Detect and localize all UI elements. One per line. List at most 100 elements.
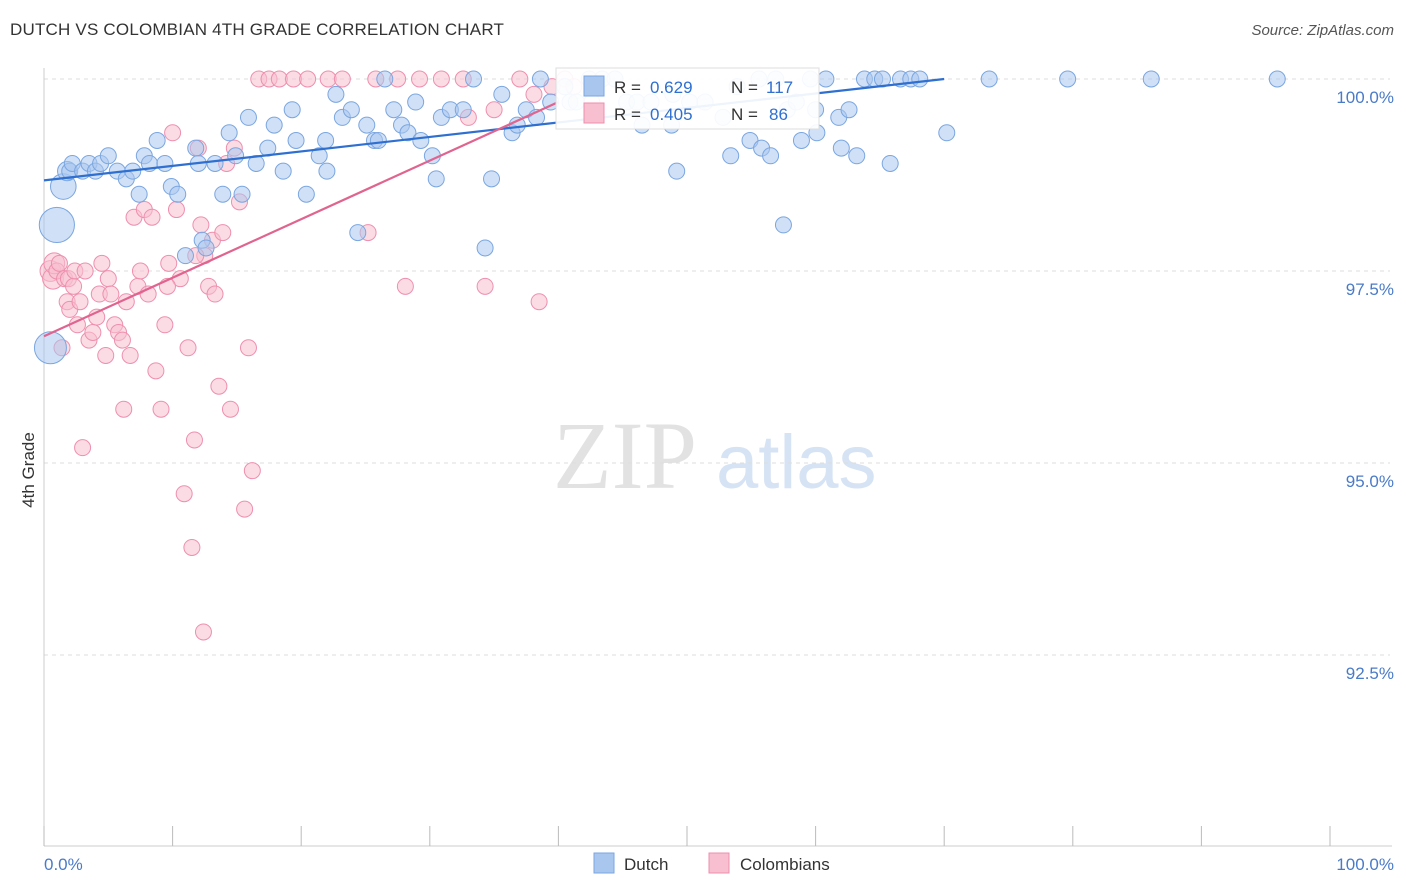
point-colombians <box>284 70 302 88</box>
point-colombians <box>175 485 193 503</box>
point-dutch <box>508 116 526 134</box>
point-dutch <box>385 101 403 119</box>
stats-n-dutch: 117 <box>766 78 793 97</box>
point-dutch <box>483 170 501 188</box>
point-colombians <box>411 70 429 88</box>
trend-line-colombians <box>43 101 559 338</box>
point-colombians <box>147 362 165 380</box>
point-colombians <box>179 339 197 357</box>
point-colombians <box>160 254 178 272</box>
point-dutch <box>1142 70 1160 88</box>
point-dutch <box>881 154 899 172</box>
x-tick-label: 100.0% <box>1336 855 1394 874</box>
point-dutch <box>980 70 998 88</box>
point-dutch <box>1268 70 1286 88</box>
point-dutch <box>227 147 245 165</box>
point-colombians <box>299 70 317 88</box>
point-colombians <box>485 101 503 119</box>
legend-label-colombians: Colombians <box>740 855 830 874</box>
point-colombians <box>152 400 170 418</box>
point-colombians <box>185 431 203 449</box>
point-colombians <box>206 285 224 303</box>
point-colombians <box>99 270 117 288</box>
point-dutch <box>148 131 166 149</box>
chart-source: Source: ZipAtlas.com <box>1251 22 1394 39</box>
point-dutch <box>476 239 494 257</box>
y-tick-label: 95.0% <box>1346 472 1394 491</box>
point-colombians <box>183 538 201 556</box>
point-dutch <box>407 93 425 111</box>
point-dutch <box>317 131 335 149</box>
point-dutch <box>214 185 232 203</box>
point-dutch <box>327 85 345 103</box>
point-dutch <box>817 70 835 88</box>
point-colombians <box>239 339 257 357</box>
point-colombians <box>221 400 239 418</box>
y-tick-labels: 100.0% 97.5% 95.0% 92.5% <box>1336 88 1394 683</box>
point-colombians <box>432 70 450 88</box>
series-colombians <box>39 70 601 641</box>
point-colombians <box>74 439 92 457</box>
stats-box: R = 0.629 N = 117 R = 0.405 N = 86 <box>555 67 820 130</box>
axes <box>43 68 1392 847</box>
stats-swatch-colombians <box>583 102 605 124</box>
chart-title: DUTCH VS COLOMBIAN 4TH GRADE CORRELATION… <box>10 20 505 39</box>
point-dutch <box>33 331 67 365</box>
point-colombians <box>333 70 351 88</box>
point-dutch <box>376 70 394 88</box>
point-dutch <box>169 185 187 203</box>
points-layer <box>33 70 1286 641</box>
point-colombians <box>476 277 494 295</box>
point-colombians <box>396 277 414 295</box>
point-colombians <box>131 262 149 280</box>
point-colombians <box>270 70 288 88</box>
point-dutch <box>938 124 956 142</box>
point-colombians <box>319 70 337 88</box>
point-colombians <box>525 85 543 103</box>
x-tick-label: 0.0% <box>44 855 83 874</box>
y-tick-label: 97.5% <box>1346 280 1394 299</box>
point-colombians <box>530 293 548 311</box>
point-colombians <box>50 254 68 272</box>
point-dutch <box>369 131 387 149</box>
point-dutch <box>722 147 740 165</box>
point-colombians <box>76 262 94 280</box>
point-dutch <box>774 216 792 234</box>
point-dutch <box>531 70 549 88</box>
point-colombians <box>214 224 232 242</box>
point-colombians <box>84 323 102 341</box>
stats-r-colombians: 0.405 <box>650 105 693 124</box>
point-dutch <box>358 116 376 134</box>
point-dutch <box>427 170 445 188</box>
point-dutch <box>176 247 194 265</box>
point-colombians <box>156 316 174 334</box>
y-tick-label: 100.0% <box>1336 88 1394 107</box>
point-dutch <box>287 131 305 149</box>
point-colombians <box>143 208 161 226</box>
point-dutch <box>38 206 75 244</box>
point-colombians <box>243 462 261 480</box>
point-dutch <box>233 185 251 203</box>
series-dutch <box>33 70 1286 365</box>
point-colombians <box>194 623 212 641</box>
point-dutch <box>239 108 257 126</box>
point-dutch <box>832 139 850 157</box>
point-dutch <box>840 101 858 119</box>
point-dutch <box>130 185 148 203</box>
grid <box>44 78 1390 656</box>
point-dutch <box>310 147 328 165</box>
point-dutch <box>187 139 205 157</box>
point-colombians <box>65 277 83 295</box>
y-tick-label: 92.5% <box>1346 664 1394 683</box>
point-dutch <box>283 101 301 119</box>
point-dutch <box>493 85 511 103</box>
point-dutch <box>848 147 866 165</box>
point-dutch <box>349 224 367 242</box>
point-colombians <box>164 124 182 142</box>
legend-label-dutch: Dutch <box>624 855 668 874</box>
watermark: ZIP atlas <box>553 402 877 509</box>
point-dutch <box>668 162 686 180</box>
point-dutch <box>99 147 117 165</box>
svg-text:N =: N = <box>731 78 758 97</box>
point-colombians <box>113 331 131 349</box>
